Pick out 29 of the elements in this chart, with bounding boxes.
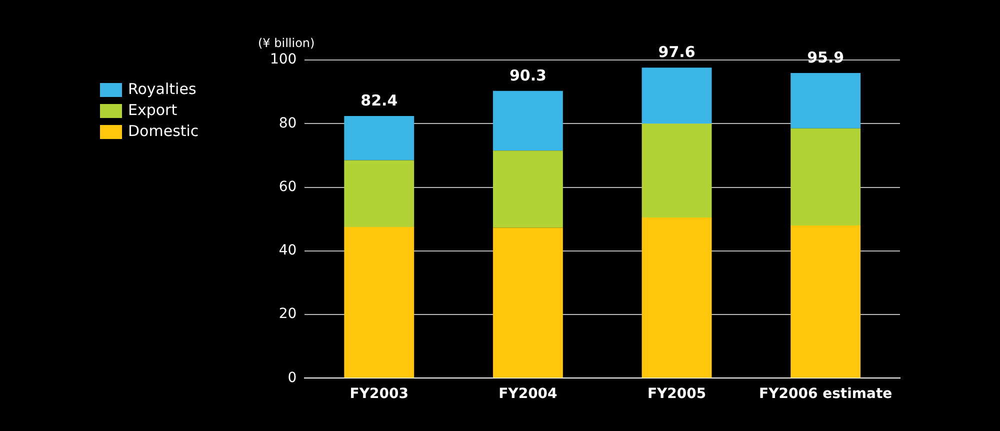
total-label: 90.3 xyxy=(509,66,546,84)
bar xyxy=(790,128,861,226)
y-tick-label: 100 xyxy=(270,52,297,68)
y-axis-title: (¥ billion) xyxy=(258,36,315,50)
y-tick-label: 80 xyxy=(278,115,297,132)
total-label: 97.6 xyxy=(658,43,696,62)
bar xyxy=(492,150,563,228)
bar xyxy=(790,73,861,128)
x-tick-label: FY2004 xyxy=(498,386,558,402)
bar xyxy=(344,227,414,378)
bar xyxy=(344,160,414,228)
bar xyxy=(642,68,712,124)
y-tick-label: 40 xyxy=(278,242,297,259)
x-tick-label: FY2005 xyxy=(647,386,706,402)
y-tick-label: 20 xyxy=(278,306,297,322)
legend-label: Export xyxy=(128,100,178,121)
total-label: 82.4 xyxy=(360,91,398,110)
bar xyxy=(642,124,712,218)
bar xyxy=(492,228,563,378)
x-tick-label: FY2006 estimate xyxy=(759,386,892,402)
y-tick-label: 60 xyxy=(278,178,297,195)
bar xyxy=(492,90,563,151)
bar xyxy=(790,225,861,378)
bar xyxy=(642,218,712,378)
y-tick-label: 0 xyxy=(288,370,297,386)
legend-label: Royalties xyxy=(128,79,196,100)
bar xyxy=(344,116,414,160)
legend-label: Domestic xyxy=(128,121,199,142)
x-tick-label: FY2003 xyxy=(350,386,408,402)
